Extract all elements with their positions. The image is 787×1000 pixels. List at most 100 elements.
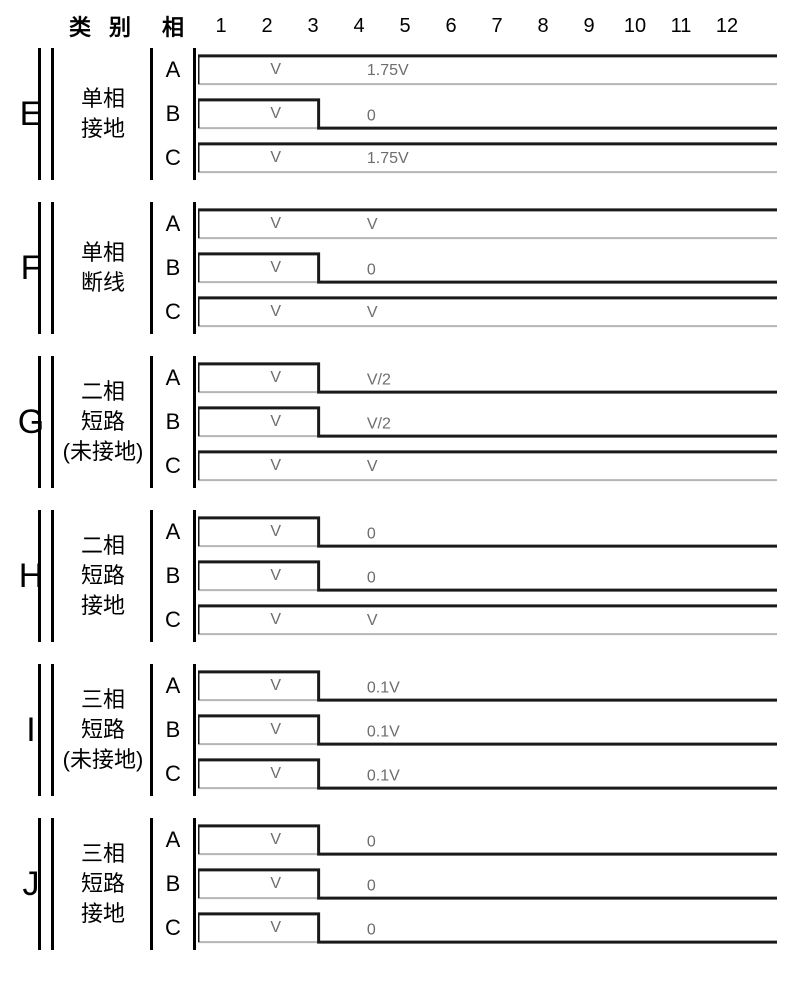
- trace-label-post: 0.1V: [367, 723, 400, 741]
- phase-label-B: B: [154, 246, 192, 290]
- letter-col: F: [10, 202, 52, 334]
- phase-label-C: C: [154, 444, 192, 488]
- trace-label-post: V: [367, 612, 378, 630]
- traces-col: VVV0VV: [192, 202, 777, 334]
- letter-col: I: [10, 664, 52, 796]
- trace-label-post: 0: [367, 921, 376, 939]
- letter-col: J: [10, 818, 52, 950]
- phase-label-C: C: [154, 906, 192, 950]
- trace-label-pre: V: [270, 149, 281, 167]
- group-G: G二相短路(未接地)ABCVV/2VV/2VV: [10, 356, 777, 488]
- letter-col: H: [10, 510, 52, 642]
- traces-col: V0V0VV: [192, 510, 777, 642]
- letter-col: G: [10, 356, 52, 488]
- category-col: 二相短路(未接地): [52, 356, 154, 488]
- trace-label-post: 1.75V: [367, 62, 409, 80]
- category-col: 二相短路接地: [52, 510, 154, 642]
- trace-row-C: VV: [198, 290, 777, 334]
- header-number: 6: [428, 15, 474, 38]
- category-line: 短路: [81, 869, 125, 899]
- phase-label-B: B: [154, 862, 192, 906]
- category-col: 单相接地: [52, 48, 154, 180]
- trace-label-post: 0: [367, 107, 376, 125]
- trace-row-A: VV/2: [198, 356, 777, 400]
- double-bar-icon: [38, 202, 54, 334]
- waveform-svg: [198, 708, 777, 752]
- phase-col: ABC: [154, 664, 192, 796]
- header-number: 8: [520, 15, 566, 38]
- category-line: 单相: [81, 84, 125, 114]
- category-line: 接地: [81, 114, 125, 144]
- trace-label-post: 0.1V: [367, 679, 400, 697]
- category-line: 短路: [81, 561, 125, 591]
- category-col: 三相短路(未接地): [52, 664, 154, 796]
- trace-label-post: 0: [367, 877, 376, 895]
- header-number: 11: [658, 15, 704, 38]
- group-F: F单相断线ABCVVV0VV: [10, 202, 777, 334]
- traces-col: VV/2VV/2VV: [192, 356, 777, 488]
- trace-label-pre: V: [270, 567, 281, 585]
- category-line: 短路: [81, 715, 125, 745]
- header-number: 4: [336, 15, 382, 38]
- phase-col: ABC: [154, 510, 192, 642]
- trace-row-A: VV: [198, 202, 777, 246]
- trace-row-B: V0.1V: [198, 708, 777, 752]
- header-category: 类 别: [52, 10, 154, 42]
- trace-label-pre: V: [270, 105, 281, 123]
- trace-label-pre: V: [270, 215, 281, 233]
- trace-label-pre: V: [270, 919, 281, 937]
- header-numbers: 123456789101112: [192, 15, 777, 38]
- double-bar-icon: [38, 664, 54, 796]
- waveform-svg: [198, 752, 777, 796]
- phase-col: ABC: [154, 818, 192, 950]
- trace-row-A: V0: [198, 818, 777, 862]
- phase-label-C: C: [154, 290, 192, 334]
- trace-label-post: 0: [367, 569, 376, 587]
- trace-label-post: 0: [367, 261, 376, 279]
- waveform-svg: [198, 202, 777, 246]
- trace-row-B: V0: [198, 554, 777, 598]
- waveform-svg: [198, 862, 777, 906]
- waveform-svg: [198, 48, 777, 92]
- trace-label-pre: V: [270, 677, 281, 695]
- phase-label-A: A: [154, 818, 192, 862]
- waveform-svg: [198, 664, 777, 708]
- trace-label-post: 0: [367, 525, 376, 543]
- waveform-svg: [198, 906, 777, 950]
- waveform-svg: [198, 356, 777, 400]
- trace-label-pre: V: [270, 457, 281, 475]
- waveform-svg: [198, 136, 777, 180]
- category-line: 二相: [81, 531, 125, 561]
- phase-label-B: B: [154, 554, 192, 598]
- double-bar-icon: [38, 48, 54, 180]
- trace-label-pre: V: [270, 831, 281, 849]
- header-number: 1: [198, 15, 244, 38]
- trace-label-post: V: [367, 304, 378, 322]
- category-line: 接地: [81, 591, 125, 621]
- header-number: 5: [382, 15, 428, 38]
- phase-col: ABC: [154, 48, 192, 180]
- waveform-svg: [198, 290, 777, 334]
- phase-col: ABC: [154, 202, 192, 334]
- header-phase: 相: [154, 10, 192, 42]
- category-col: 单相断线: [52, 202, 154, 334]
- waveform-svg: [198, 400, 777, 444]
- phase-label-A: A: [154, 664, 192, 708]
- group-I: I三相短路(未接地)ABCV0.1VV0.1VV0.1V: [10, 664, 777, 796]
- header-number: 7: [474, 15, 520, 38]
- waveform-svg: [198, 598, 777, 642]
- waveform-svg: [198, 510, 777, 554]
- traces-col: V0V0V0: [192, 818, 777, 950]
- category-line: 短路: [81, 407, 125, 437]
- category-line: 二相: [81, 377, 125, 407]
- trace-label-post: V: [367, 216, 378, 234]
- phase-label-B: B: [154, 400, 192, 444]
- trace-label-post: 0: [367, 833, 376, 851]
- trace-row-C: V0: [198, 906, 777, 950]
- category-line: 单相: [81, 238, 125, 268]
- category-line: (未接地): [63, 745, 144, 775]
- header-number: 10: [612, 15, 658, 38]
- category-line: 断线: [81, 268, 125, 298]
- trace-row-B: V0: [198, 246, 777, 290]
- trace-row-A: V 0.1V: [198, 664, 777, 708]
